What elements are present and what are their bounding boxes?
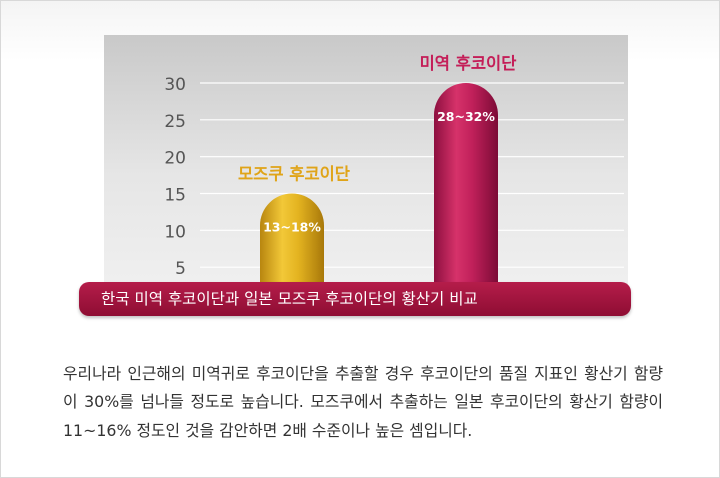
- y-tick-label: 20: [164, 149, 186, 169]
- y-tick-label: 30: [164, 75, 186, 95]
- y-tick-label: 10: [164, 222, 186, 242]
- bar: [434, 83, 498, 291]
- bar-value-label: 13~18%: [263, 220, 321, 235]
- chart-title: 한국 미역 후코이단과 일본 모즈쿠 후코이단의 황산기 비교: [101, 290, 478, 308]
- y-tick-label: 25: [164, 112, 186, 132]
- bar: [260, 193, 324, 291]
- fucoidan-sulfate-chart: 5 10 15 20 25 30 13~18% 모즈쿠 후코이단 28~32% 미역 후코이단: [164, 53, 624, 291]
- chart-panel: 5 10 15 20 25 30 13~18% 모즈쿠 후코이단 28~32% 미역 후코이단: [104, 35, 628, 291]
- y-tick-label: 15: [164, 186, 186, 206]
- category-label: 미역 후코이단: [420, 53, 517, 73]
- y-tick-label: 5: [175, 259, 186, 279]
- bar-value-label: 28~32%: [437, 109, 495, 124]
- category-label: 모즈쿠 후코이단: [238, 164, 350, 184]
- chart-title-banner: 한국 미역 후코이단과 일본 모즈쿠 후코이단의 황산기 비교: [79, 282, 631, 316]
- description-paragraph: 우리나라 인근해의 미역귀로 후코이단을 추출할 경우 후코이단의 품질 지표인…: [63, 363, 663, 440]
